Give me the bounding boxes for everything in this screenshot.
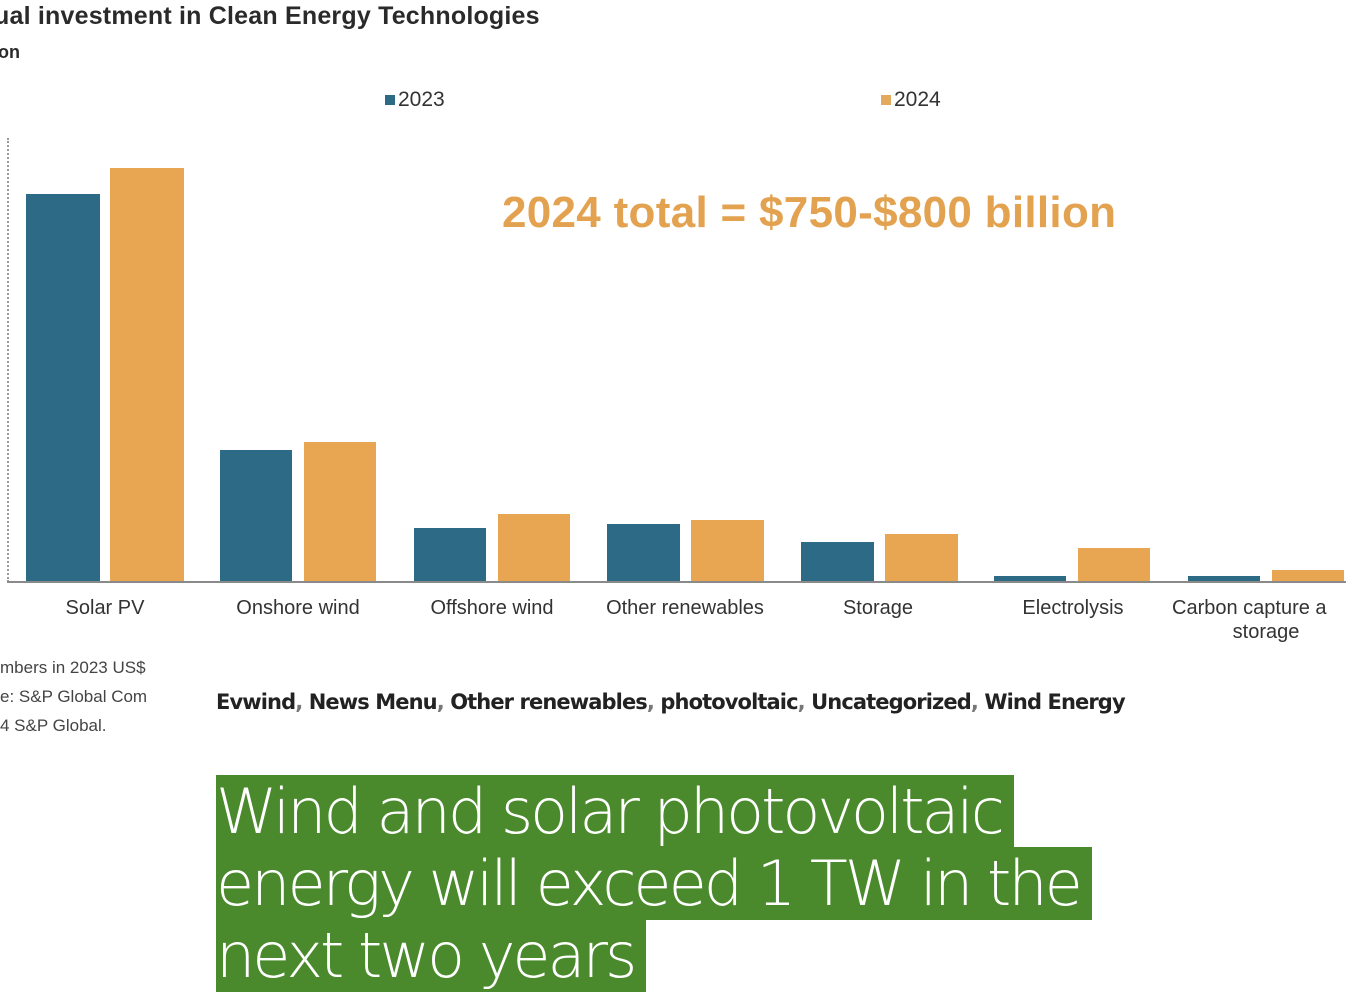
article-headline[interactable]: Wind and solar photovoltaic energy will …	[216, 774, 1096, 992]
bar-2023-offshore-wind	[414, 528, 486, 582]
separator: ,	[797, 690, 812, 714]
legend-swatch-icon	[881, 95, 891, 105]
legend-swatch-icon	[385, 95, 395, 105]
bar-2024-electrolysis	[1078, 548, 1150, 582]
category-label-electrolysis: Electrolysis	[1022, 597, 1124, 619]
x-axis	[7, 581, 1346, 583]
bar-2024-storage	[885, 534, 958, 582]
legend-item-2024: 2024	[881, 88, 941, 112]
bar-2023-onshore-wind	[220, 450, 292, 582]
bar-2023-carbon-capture-and-storage	[1188, 576, 1260, 582]
footnote-copyright: 4 S&P Global.	[0, 716, 107, 735]
category-link-news-menu[interactable]: News Menu	[308, 690, 438, 714]
article-categories: Evwind, News Menu, Other renewables, pho…	[216, 690, 1126, 714]
chart-subtitle: on	[0, 42, 20, 62]
separator: ,	[436, 690, 451, 714]
y-axis	[7, 138, 9, 582]
category-label-carbon-capture: Carbon capture a	[1172, 597, 1327, 619]
headline-text[interactable]: Wind and solar photovoltaic energy will …	[216, 774, 1092, 992]
category-label-solar-pv: Solar PV	[65, 597, 145, 619]
category-link-wind-energy[interactable]: Wind Energy	[984, 690, 1125, 714]
footnote-units: mbers in 2023 US$	[0, 658, 146, 677]
bar-2024-onshore-wind	[304, 442, 376, 582]
legend-label: 2023	[398, 88, 445, 111]
chart-title: ual investment in Clean Energy Technolog…	[0, 2, 540, 30]
total-annotation: 2024 total = $750-$800 billion	[502, 188, 1117, 237]
bar-2024-offshore-wind	[498, 514, 570, 582]
bar-2023-electrolysis	[994, 576, 1066, 582]
category-label-other-renewables: Other renewables	[606, 597, 764, 619]
legend-item-2023: 2023	[385, 88, 445, 112]
bar-2023-other-renewables	[607, 524, 680, 582]
bar-2024-solar-pv	[110, 168, 184, 582]
separator: ,	[970, 690, 985, 714]
bar-2023-storage	[801, 542, 874, 582]
category-label-storage-line2: storage	[1232, 621, 1300, 643]
legend-label: 2024	[894, 88, 941, 111]
category-label-offshore-wind: Offshore wind	[430, 597, 554, 619]
bar-2024-other-renewables	[691, 520, 764, 582]
separator: ,	[646, 690, 661, 714]
category-label-storage: Storage	[842, 597, 914, 619]
category-link-other-renewables[interactable]: Other renewables	[450, 690, 648, 714]
bar-2023-solar-pv	[26, 194, 100, 582]
category-link-uncategorized[interactable]: Uncategorized	[811, 690, 972, 714]
separator: ,	[295, 690, 309, 714]
bar-2024-carbon-capture-and-storage	[1272, 570, 1344, 582]
category-label-onshore-wind: Onshore wind	[236, 597, 360, 619]
category-link-evwind[interactable]: Evwind	[216, 690, 296, 714]
footnote-source: e: S&P Global Com	[0, 687, 148, 706]
category-link-photovoltaic[interactable]: photovoltaic	[660, 690, 798, 714]
